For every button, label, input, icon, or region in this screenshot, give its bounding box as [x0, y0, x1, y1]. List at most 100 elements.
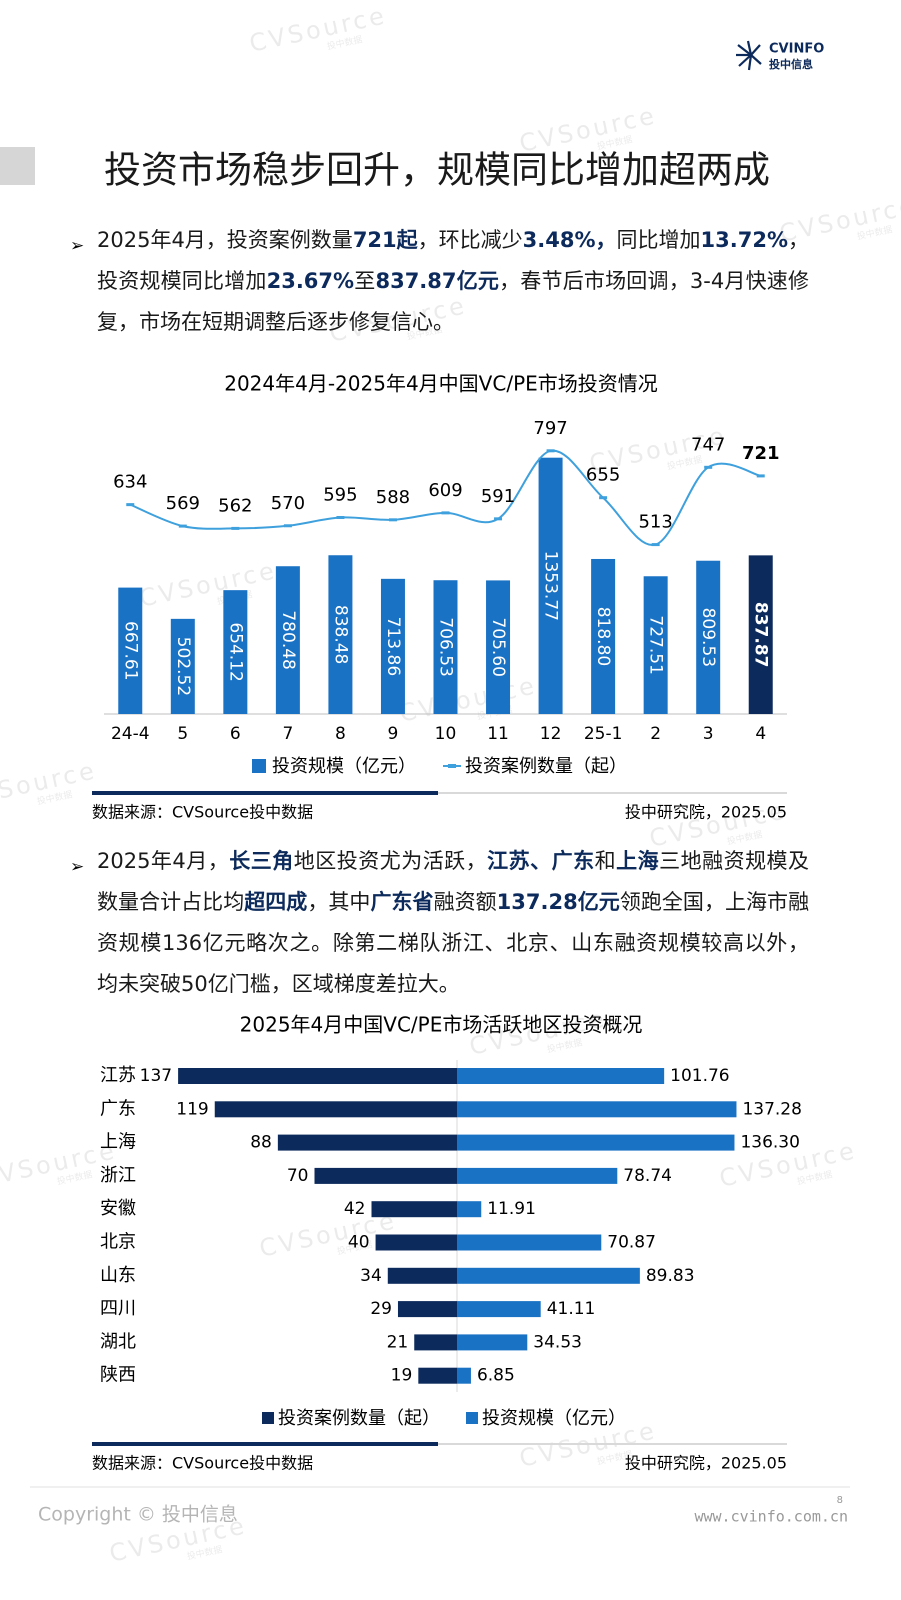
- y-tick-label: 广东: [100, 1098, 136, 1119]
- bar: [486, 580, 511, 714]
- emphasis: 721起: [352, 228, 418, 252]
- bar: [328, 555, 353, 714]
- chart-title: 2025年4月中国VC/PE市场活跃地区投资概况: [240, 1013, 643, 1037]
- bar-label: 713.86: [383, 617, 403, 676]
- line-label: 513: [638, 512, 672, 533]
- bullet: ➢: [70, 236, 84, 256]
- line-label: 609: [428, 480, 462, 501]
- emphasis: 上海: [616, 849, 660, 873]
- bar: [275, 566, 300, 714]
- line-label: 588: [376, 487, 410, 508]
- bar: [387, 1267, 457, 1284]
- line-label: 562: [218, 495, 252, 516]
- x-tick-label: 9: [388, 724, 399, 744]
- bar-label: 706.53: [436, 617, 456, 676]
- bar-label: 1353.77: [541, 551, 561, 621]
- x-tick-label: 6: [230, 724, 241, 744]
- text-run: 2025年4月，: [97, 849, 230, 873]
- text-run: ，春节后市场回调，3-4月快速修复，市场在短期调整后逐步修复信心。: [97, 269, 809, 334]
- bar-label: 19: [391, 1366, 413, 1386]
- x-tick-label: 5: [177, 724, 188, 744]
- bar: [696, 560, 721, 714]
- source: 数据来源：CVSource投中数据: [92, 1454, 313, 1473]
- bar: [371, 1201, 457, 1218]
- bar: [397, 1301, 457, 1318]
- bar: [457, 1134, 735, 1151]
- y-tick-label: 安徽: [100, 1198, 136, 1219]
- legend-label: 投资案例数量（起）: [278, 1408, 440, 1429]
- text-run: 2025年4月，投资案例数量: [97, 228, 353, 252]
- legend-label: 投资规模（亿元）: [482, 1408, 626, 1429]
- x-tick-label: 3: [703, 724, 714, 744]
- bar: [457, 1068, 665, 1084]
- x-tick-label: 24-4: [111, 724, 150, 744]
- bar-label: 70: [287, 1166, 309, 1186]
- bar: [457, 1201, 482, 1218]
- credit: 投中研究院，2025.05: [625, 803, 787, 822]
- text-run: 至: [354, 269, 376, 293]
- bar-label: 136.30: [740, 1133, 799, 1153]
- bar-label: 818.80: [593, 607, 613, 666]
- bar: [457, 1101, 737, 1118]
- bar: [178, 1068, 457, 1084]
- bullet: ➢: [70, 857, 84, 877]
- bar: [457, 1267, 640, 1284]
- line-label: 595: [323, 485, 357, 506]
- bar: [433, 580, 458, 714]
- logo-main: CVINFO: [769, 42, 824, 57]
- bar: [375, 1234, 457, 1251]
- line-label: 747: [691, 434, 725, 455]
- bar: [748, 555, 773, 714]
- legend-label: 投资案例数量（起）: [465, 756, 627, 777]
- bar: [457, 1367, 471, 1384]
- line-label: 655: [586, 465, 620, 486]
- text-run: 三地融资规模及数量合计占比均: [97, 849, 810, 914]
- title-tab: [0, 147, 35, 185]
- bar-label: 40: [348, 1233, 370, 1253]
- bar-label: 137.28: [742, 1099, 801, 1119]
- emphasis: 837.87亿元: [375, 269, 500, 293]
- bar: [414, 1334, 457, 1351]
- line-label: 721: [742, 443, 780, 464]
- credit: 投中研究院，2025.05: [625, 1454, 787, 1473]
- emphasis: 23.67%: [266, 269, 355, 293]
- bar-label: 78.74: [623, 1166, 672, 1186]
- watermark: CVSource投中数据: [137, 556, 279, 612]
- watermark: CVSource投中数据: [0, 756, 99, 812]
- x-tick-label: 2: [650, 724, 661, 744]
- bar-label: 42: [344, 1199, 366, 1219]
- x-tick-label: 11: [487, 724, 509, 744]
- text-run: 领跑全国，上海市融资规模136亿元略次之。除第二梯队浙江、北京、山东融资规模较高…: [97, 890, 810, 996]
- text-run: 地区投资尤为活跃，: [293, 849, 488, 873]
- watermark: CVSource投中数据: [397, 671, 539, 727]
- y-tick-label: 浙江: [100, 1165, 136, 1186]
- line-label: 634: [113, 472, 147, 493]
- bar-label: 6.85: [477, 1366, 515, 1386]
- x-tick-label: 10: [435, 724, 457, 744]
- watermark-text: CVSource: [397, 671, 539, 727]
- page-number: 8: [837, 1495, 843, 1506]
- bar-label: 137: [140, 1066, 172, 1086]
- bar: [591, 558, 616, 714]
- y-tick-label: 北京: [100, 1232, 136, 1253]
- page-title: 投资市场稳步回升，规模同比增加超两成: [104, 149, 770, 192]
- emphasis: 超四成: [244, 890, 308, 914]
- bar-label: 88: [250, 1133, 272, 1153]
- watermark-text: CVSource: [137, 556, 279, 612]
- x-tick-label: 7: [282, 724, 293, 744]
- emphasis: 13.72%: [700, 228, 789, 252]
- watermark-text: CVSource: [247, 1, 389, 57]
- text-run: 同比增加: [616, 228, 701, 252]
- bar: [457, 1234, 602, 1251]
- x-tick-label: 25-1: [584, 724, 623, 744]
- line-label: 569: [166, 493, 200, 514]
- legend-swatch: [262, 1412, 274, 1424]
- bar-label: 780.48: [278, 610, 298, 669]
- bar-label: 29: [370, 1299, 392, 1319]
- emphasis: 广东省: [370, 890, 434, 914]
- bar: [380, 578, 405, 714]
- bar-label: 41.11: [547, 1299, 596, 1319]
- text-run: ，其中: [307, 890, 371, 914]
